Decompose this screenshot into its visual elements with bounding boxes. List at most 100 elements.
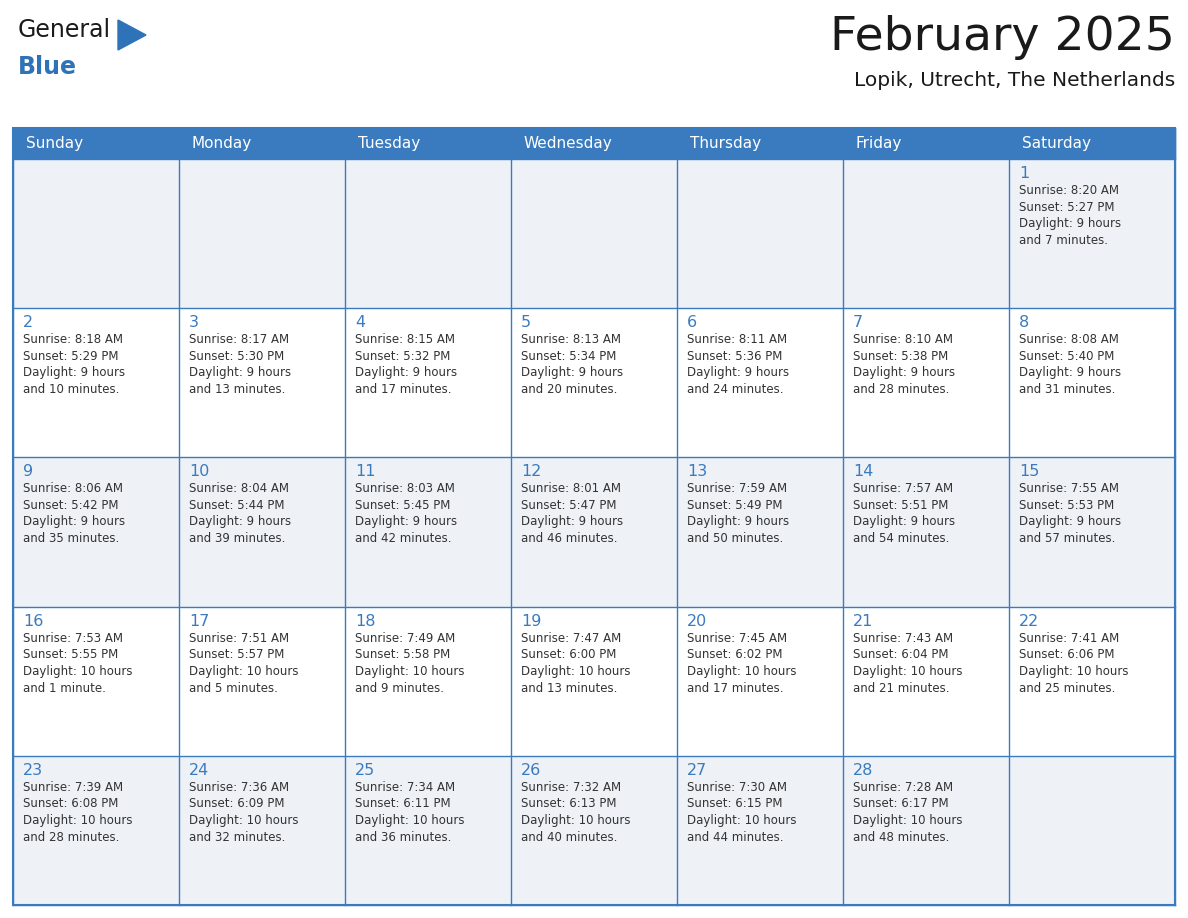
Text: Sunrise: 7:41 AM: Sunrise: 7:41 AM — [1019, 632, 1119, 644]
Text: Sunset: 5:29 PM: Sunset: 5:29 PM — [23, 350, 119, 363]
Bar — [1009, 457, 1175, 607]
Text: Sunset: 5:34 PM: Sunset: 5:34 PM — [522, 350, 617, 363]
Bar — [677, 128, 843, 159]
Text: Sunrise: 7:59 AM: Sunrise: 7:59 AM — [687, 482, 788, 496]
Bar — [677, 607, 843, 756]
Text: Sunset: 5:55 PM: Sunset: 5:55 PM — [23, 648, 119, 661]
Text: Sunset: 6:13 PM: Sunset: 6:13 PM — [522, 798, 617, 811]
Text: Daylight: 9 hours
and 54 minutes.: Daylight: 9 hours and 54 minutes. — [853, 515, 955, 545]
Bar — [677, 457, 843, 607]
Bar — [511, 128, 677, 159]
Bar — [843, 308, 1009, 457]
Bar — [511, 607, 677, 756]
Text: Sunset: 5:57 PM: Sunset: 5:57 PM — [189, 648, 284, 661]
Text: Sunset: 6:00 PM: Sunset: 6:00 PM — [522, 648, 617, 661]
Bar — [511, 457, 677, 607]
Text: Sunset: 5:40 PM: Sunset: 5:40 PM — [1019, 350, 1114, 363]
Text: Lopik, Utrecht, The Netherlands: Lopik, Utrecht, The Netherlands — [854, 71, 1175, 90]
Text: Daylight: 10 hours
and 40 minutes.: Daylight: 10 hours and 40 minutes. — [522, 813, 631, 844]
Text: Sunrise: 7:57 AM: Sunrise: 7:57 AM — [853, 482, 953, 496]
Bar — [677, 308, 843, 457]
Text: Daylight: 10 hours
and 28 minutes.: Daylight: 10 hours and 28 minutes. — [23, 813, 133, 844]
Text: 13: 13 — [687, 465, 707, 479]
Bar — [843, 607, 1009, 756]
Text: 20: 20 — [687, 613, 707, 629]
Text: Sunrise: 7:47 AM: Sunrise: 7:47 AM — [522, 632, 621, 644]
Text: 9: 9 — [23, 465, 33, 479]
Text: Daylight: 9 hours
and 20 minutes.: Daylight: 9 hours and 20 minutes. — [522, 366, 624, 397]
Bar — [13, 457, 179, 607]
Text: Daylight: 9 hours
and 50 minutes.: Daylight: 9 hours and 50 minutes. — [687, 515, 789, 545]
Text: 7: 7 — [853, 315, 864, 330]
Bar — [345, 128, 511, 159]
Text: Daylight: 10 hours
and 9 minutes.: Daylight: 10 hours and 9 minutes. — [355, 665, 465, 695]
Bar — [179, 308, 345, 457]
Text: Sunset: 5:58 PM: Sunset: 5:58 PM — [355, 648, 450, 661]
Text: Sunrise: 8:18 AM: Sunrise: 8:18 AM — [23, 333, 124, 346]
Text: 28: 28 — [853, 763, 873, 778]
Bar — [1009, 308, 1175, 457]
Text: Sunday: Sunday — [26, 136, 83, 151]
Text: Sunrise: 7:39 AM: Sunrise: 7:39 AM — [23, 781, 124, 794]
Bar — [677, 159, 843, 308]
Text: Sunrise: 7:28 AM: Sunrise: 7:28 AM — [853, 781, 953, 794]
Text: 25: 25 — [355, 763, 375, 778]
Bar — [843, 128, 1009, 159]
Text: Sunrise: 7:43 AM: Sunrise: 7:43 AM — [853, 632, 953, 644]
Text: Daylight: 10 hours
and 5 minutes.: Daylight: 10 hours and 5 minutes. — [189, 665, 298, 695]
Bar — [179, 607, 345, 756]
Text: Sunrise: 8:11 AM: Sunrise: 8:11 AM — [687, 333, 788, 346]
Text: Sunset: 5:27 PM: Sunset: 5:27 PM — [1019, 200, 1114, 214]
Text: Sunrise: 8:01 AM: Sunrise: 8:01 AM — [522, 482, 621, 496]
Bar — [1009, 756, 1175, 905]
Text: Sunset: 5:47 PM: Sunset: 5:47 PM — [522, 498, 617, 512]
Text: Sunset: 6:06 PM: Sunset: 6:06 PM — [1019, 648, 1114, 661]
Text: Sunrise: 7:30 AM: Sunrise: 7:30 AM — [687, 781, 786, 794]
Bar — [179, 457, 345, 607]
Text: Daylight: 10 hours
and 25 minutes.: Daylight: 10 hours and 25 minutes. — [1019, 665, 1129, 695]
Text: 5: 5 — [522, 315, 531, 330]
Text: Sunset: 6:11 PM: Sunset: 6:11 PM — [355, 798, 450, 811]
Text: Sunset: 5:42 PM: Sunset: 5:42 PM — [23, 498, 119, 512]
Text: Sunset: 6:04 PM: Sunset: 6:04 PM — [853, 648, 948, 661]
Bar — [843, 159, 1009, 308]
Text: Daylight: 9 hours
and 13 minutes.: Daylight: 9 hours and 13 minutes. — [189, 366, 291, 397]
Text: 6: 6 — [687, 315, 697, 330]
Text: 8: 8 — [1019, 315, 1029, 330]
Text: Daylight: 9 hours
and 35 minutes.: Daylight: 9 hours and 35 minutes. — [23, 515, 125, 545]
Bar — [179, 128, 345, 159]
Text: Sunrise: 8:15 AM: Sunrise: 8:15 AM — [355, 333, 455, 346]
Text: Sunrise: 7:55 AM: Sunrise: 7:55 AM — [1019, 482, 1119, 496]
Text: Daylight: 10 hours
and 13 minutes.: Daylight: 10 hours and 13 minutes. — [522, 665, 631, 695]
Text: Daylight: 9 hours
and 42 minutes.: Daylight: 9 hours and 42 minutes. — [355, 515, 457, 545]
Text: Sunrise: 7:51 AM: Sunrise: 7:51 AM — [189, 632, 289, 644]
Text: Tuesday: Tuesday — [358, 136, 421, 151]
Text: 12: 12 — [522, 465, 542, 479]
Text: 17: 17 — [189, 613, 209, 629]
Text: 11: 11 — [355, 465, 375, 479]
Bar — [1009, 159, 1175, 308]
Text: 19: 19 — [522, 613, 542, 629]
Text: Daylight: 10 hours
and 1 minute.: Daylight: 10 hours and 1 minute. — [23, 665, 133, 695]
Bar — [511, 308, 677, 457]
Text: February 2025: February 2025 — [830, 15, 1175, 60]
Text: Sunset: 5:38 PM: Sunset: 5:38 PM — [853, 350, 948, 363]
Text: Sunrise: 8:13 AM: Sunrise: 8:13 AM — [522, 333, 621, 346]
Text: Sunset: 5:32 PM: Sunset: 5:32 PM — [355, 350, 450, 363]
Bar — [345, 308, 511, 457]
Text: Sunset: 5:53 PM: Sunset: 5:53 PM — [1019, 498, 1114, 512]
Text: 23: 23 — [23, 763, 43, 778]
Text: Sunrise: 7:32 AM: Sunrise: 7:32 AM — [522, 781, 621, 794]
Bar — [345, 457, 511, 607]
Text: Daylight: 9 hours
and 7 minutes.: Daylight: 9 hours and 7 minutes. — [1019, 217, 1121, 247]
Text: 1: 1 — [1019, 166, 1029, 181]
Text: Daylight: 9 hours
and 28 minutes.: Daylight: 9 hours and 28 minutes. — [853, 366, 955, 397]
Bar — [677, 756, 843, 905]
Text: Daylight: 10 hours
and 44 minutes.: Daylight: 10 hours and 44 minutes. — [687, 813, 796, 844]
Text: Daylight: 9 hours
and 10 minutes.: Daylight: 9 hours and 10 minutes. — [23, 366, 125, 397]
Text: Sunset: 6:02 PM: Sunset: 6:02 PM — [687, 648, 783, 661]
Bar — [13, 128, 1175, 159]
Bar — [843, 457, 1009, 607]
Bar — [179, 159, 345, 308]
Text: Sunset: 5:51 PM: Sunset: 5:51 PM — [853, 498, 948, 512]
